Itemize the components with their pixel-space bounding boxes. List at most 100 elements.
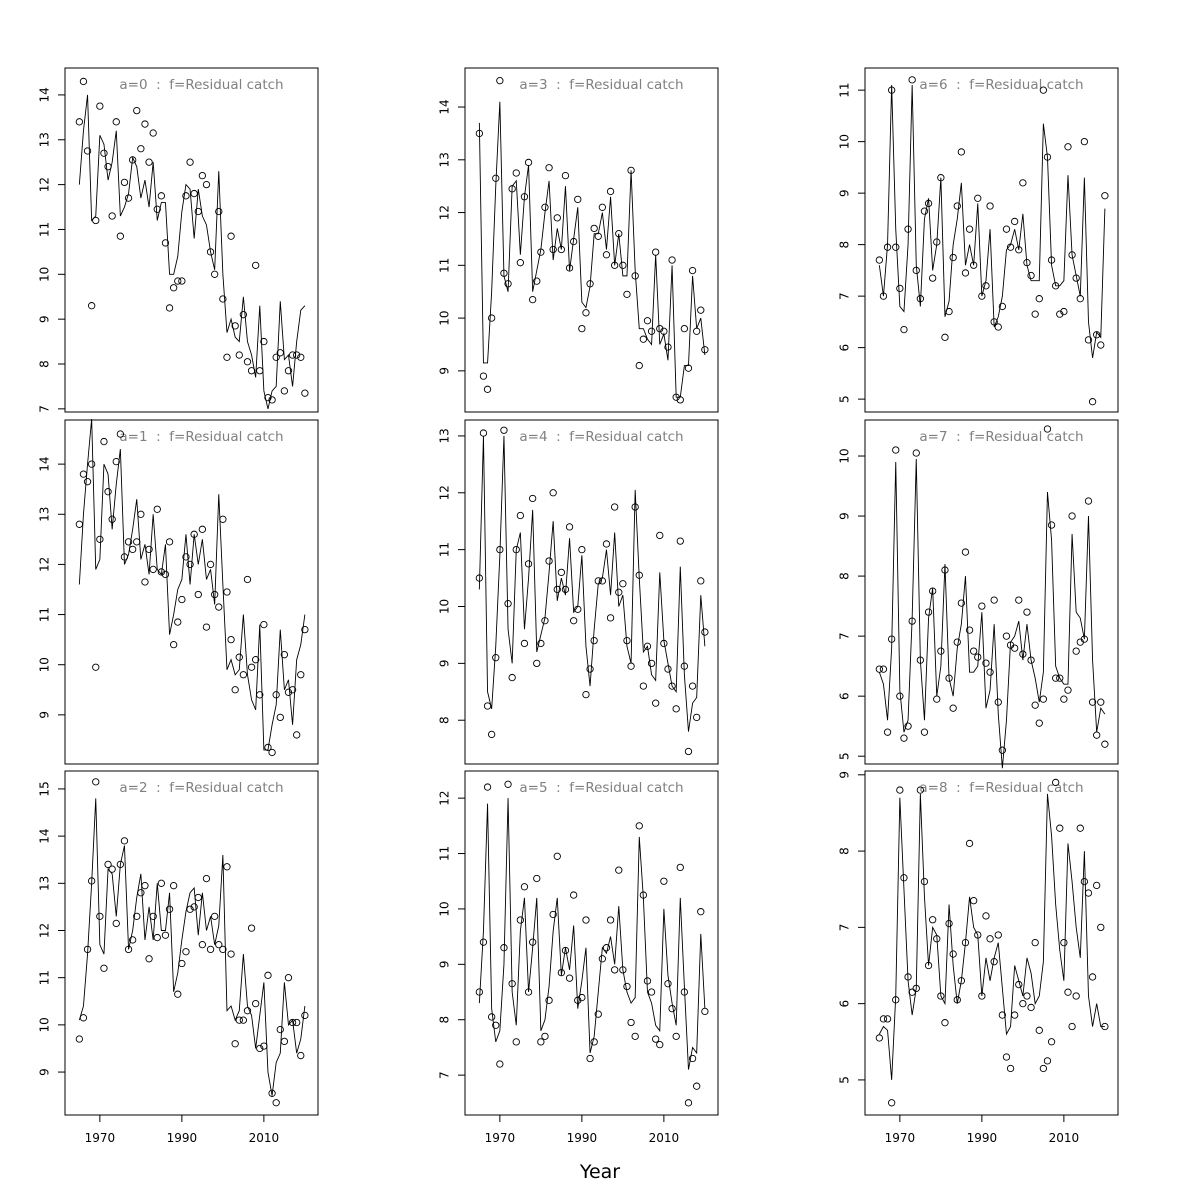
data-point: [1019, 999, 1027, 1008]
data-point: [1002, 225, 1011, 233]
y-tick-label: 13: [38, 507, 52, 522]
data-point: [1056, 310, 1064, 318]
data-point: [284, 367, 293, 375]
data-point: [920, 728, 929, 736]
data-point: [916, 786, 925, 794]
data-point: [582, 690, 590, 699]
y-tick-label: 5: [838, 1076, 852, 1084]
data-point: [1011, 217, 1019, 226]
data-point: [215, 207, 223, 216]
data-point: [537, 1038, 545, 1046]
fitted-line: [78, 418, 306, 751]
fitted-line: [878, 459, 1106, 769]
y-tick-label: 13: [438, 152, 452, 167]
data-point: [206, 248, 215, 256]
fitted-line: [478, 101, 706, 398]
data-point: [483, 385, 492, 393]
fitted-line: [478, 435, 706, 732]
data-point: [684, 747, 693, 756]
data-point: [904, 722, 912, 730]
data-point: [137, 889, 145, 897]
panel-frame: [64, 67, 319, 413]
data-point: [108, 865, 116, 873]
data-point: [243, 1007, 252, 1015]
data-point: [1002, 1053, 1011, 1061]
data-point: [488, 730, 496, 739]
data-point: [680, 324, 689, 333]
panel-frame: [64, 770, 319, 1116]
data-point: [227, 635, 235, 644]
data-point: [1072, 647, 1080, 655]
data-point: [900, 734, 908, 742]
data-point: [668, 1004, 676, 1013]
data-point: [293, 1018, 301, 1027]
data-point: [697, 577, 705, 585]
data-point: [676, 863, 684, 872]
data-point: [260, 620, 268, 629]
y-tick-label: 10: [38, 657, 52, 672]
data-point: [875, 256, 884, 264]
data-point: [293, 351, 301, 359]
data-point: [615, 588, 623, 596]
data-point: [223, 588, 231, 596]
y-tick-label: 11: [38, 970, 52, 985]
y-tick-label: 15: [38, 781, 52, 796]
data-point: [1088, 973, 1097, 981]
data-point: [256, 1044, 264, 1053]
panel: a=4 : f=Residual catch 8 9 10 11 12 13: [438, 419, 719, 765]
panel-title: a=5 : f=Residual catch: [519, 780, 683, 796]
data-point: [533, 874, 541, 883]
y-tick-label: 14: [438, 99, 452, 114]
data-point: [639, 682, 648, 690]
data-point: [190, 189, 198, 198]
y-tick-label: 11: [838, 83, 852, 98]
data-point: [908, 76, 916, 84]
data-point: [643, 642, 652, 650]
data-point: [1039, 86, 1048, 94]
data-point: [1056, 824, 1064, 832]
data-point: [500, 426, 508, 434]
data-point: [565, 974, 574, 982]
data-point: [235, 1016, 243, 1024]
data-point: [198, 941, 207, 949]
data-point: [231, 322, 239, 330]
data-point: [986, 935, 994, 943]
data-point: [578, 545, 586, 554]
data-point: [88, 302, 96, 310]
data-point: [488, 314, 496, 322]
y-tick-label: 7: [838, 292, 852, 300]
data-point: [998, 302, 1007, 311]
y-tick-label: 9: [838, 771, 852, 779]
data-point: [623, 982, 631, 991]
data-point: [520, 883, 529, 891]
data-point: [264, 971, 272, 979]
data-point: [211, 912, 219, 920]
data-point: [598, 203, 607, 211]
data-point: [512, 1038, 520, 1046]
data-point: [239, 671, 248, 679]
data-point: [153, 933, 161, 942]
data-point: [693, 327, 701, 335]
y-tick-label: 9: [38, 315, 52, 323]
data-point: [949, 253, 957, 262]
data-point: [297, 353, 305, 361]
y-tick-label: 9: [38, 711, 52, 719]
data-point: [627, 1018, 635, 1027]
y-tick-label: 6: [838, 1000, 852, 1008]
data-point: [961, 269, 970, 277]
panel-title: a=6 : f=Residual catch: [919, 77, 1083, 93]
data-point: [590, 636, 598, 645]
data-point: [611, 966, 619, 974]
data-point: [978, 602, 986, 610]
data-point: [701, 1007, 709, 1016]
data-point: [280, 651, 289, 659]
data-point: [693, 713, 701, 722]
data-point: [982, 659, 990, 667]
data-point: [100, 964, 108, 972]
data-point: [1011, 1011, 1019, 1019]
data-point: [582, 309, 590, 317]
data-point: [239, 311, 248, 319]
fitted-line: [878, 793, 1105, 1080]
data-point: [606, 614, 615, 622]
data-point: [211, 270, 219, 278]
